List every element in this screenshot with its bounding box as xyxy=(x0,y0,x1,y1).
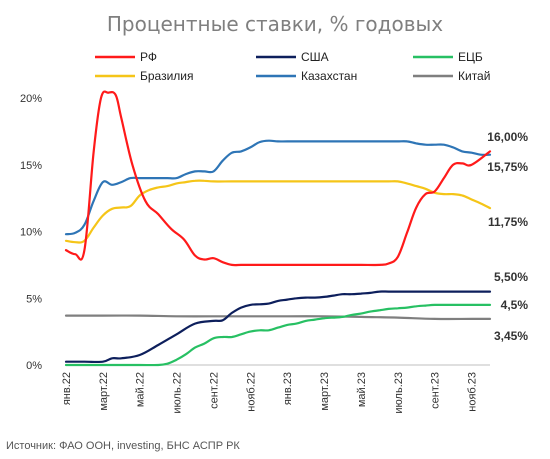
end-value-label: 3,45% xyxy=(494,329,528,343)
legend-label-series-5: Китай xyxy=(458,69,490,83)
end-value-label: 4,5% xyxy=(501,298,529,312)
end-value-label: 11,75% xyxy=(488,215,528,229)
x-tick-label: март.23 xyxy=(319,372,331,411)
end-value-label: 15,75% xyxy=(487,160,528,174)
source-note: Источник: ФАО ООН, investing, БНС АСПР Р… xyxy=(6,440,240,452)
y-tick-label: 10% xyxy=(20,227,42,239)
y-axis: 0% 5% 10% 15% 20% xyxy=(20,93,42,372)
series-line-series-1 xyxy=(64,290,492,364)
series-line-series-3 xyxy=(64,179,492,244)
x-tick-label: янв.22 xyxy=(61,372,73,405)
x-tick-label: март.22 xyxy=(98,372,110,411)
end-value-label: 16,00% xyxy=(487,130,528,144)
end-labels: 16,00% 15,75% 11,75% 5,50% 4,5% 3,45% xyxy=(487,130,528,343)
series-line-series-0 xyxy=(64,90,492,267)
end-value-label: 5,50% xyxy=(494,270,528,284)
y-tick-label: 15% xyxy=(20,160,42,172)
legend-label-series-3: Бразилия xyxy=(140,69,194,83)
legend-label-series-1: США xyxy=(301,50,329,64)
series-line-series-4 xyxy=(64,139,492,236)
x-tick-label: май.23 xyxy=(356,372,368,407)
legend-label-series-4: Казахстан xyxy=(301,69,357,83)
x-tick-label: май.22 xyxy=(135,372,147,407)
chart-title: Процентные ставки, % годовых xyxy=(107,12,443,36)
x-tick-label: сент.22 xyxy=(208,372,220,409)
x-tick-label: сент.23 xyxy=(430,372,442,409)
series-line-series-5 xyxy=(64,314,492,321)
legend-label-series-0: РФ xyxy=(140,50,157,64)
legend-label-series-2: ЕЦБ xyxy=(458,50,483,64)
x-tick-label: нояб.23 xyxy=(467,372,479,412)
x-tick-label: июль.22 xyxy=(172,372,184,414)
legend: РФ США ЕЦБ Бразилия Казахстан Китай xyxy=(95,50,490,83)
x-tick-label: июль.23 xyxy=(393,372,405,414)
y-tick-label: 0% xyxy=(26,360,42,372)
x-tick-label: нояб.22 xyxy=(245,372,257,412)
series-lines xyxy=(64,90,492,367)
x-tick-label: янв.23 xyxy=(282,372,294,405)
y-tick-label: 5% xyxy=(26,293,42,305)
x-axis: янв.22 март.22 май.22 июль.22 сент.22 нояб.22… xyxy=(61,364,490,414)
series-line-series-2 xyxy=(64,303,492,367)
y-tick-label: 20% xyxy=(20,93,42,105)
